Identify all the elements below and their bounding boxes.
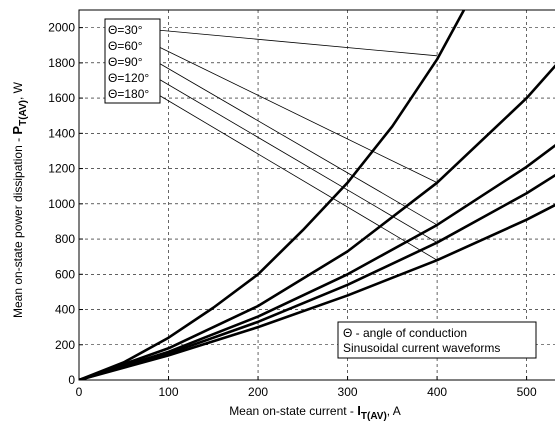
leader-line-3	[156, 77, 438, 243]
series-line-4	[79, 203, 555, 380]
series-line-0	[79, 10, 466, 380]
plot-frame	[78, 9, 555, 381]
leader-line-4	[156, 93, 438, 261]
y-tick-label: 1600	[48, 91, 75, 105]
annotation-line-0: Θ - angle of conduction	[343, 326, 467, 340]
y-tick-label: 200	[55, 338, 75, 352]
leader-line-0	[156, 29, 438, 57]
grid	[79, 10, 555, 380]
legend-entry-2: Θ=90°	[108, 55, 143, 69]
x-axis-label: Mean on-state current - IT(AV), A	[229, 403, 401, 422]
y-tick-label: 800	[55, 232, 75, 246]
series-line-1	[79, 64, 555, 380]
x-tick-label: 300	[338, 385, 358, 399]
y-tick-label: 400	[55, 303, 75, 317]
legend-frame	[104, 18, 161, 104]
x-tick-label: 0	[76, 385, 83, 399]
y-axis-label: Mean on-state power dissipation - PT(AV)…	[10, 81, 29, 318]
legend-entry-4: Θ=180°	[108, 87, 149, 101]
y-tick-label: 600	[55, 267, 75, 281]
x-tick-label: 200	[248, 385, 268, 399]
tick-labels: 0100200300400500600700800020040060080010…	[48, 21, 537, 399]
x-tick-label: 400	[427, 385, 447, 399]
leader-line-1	[156, 45, 438, 184]
y-tick-label: 2000	[48, 21, 75, 35]
y-tick-label: 1400	[48, 126, 75, 140]
y-tick-label: 1800	[48, 56, 75, 70]
x-tick-label: 500	[517, 385, 537, 399]
y-tick-label: 0	[68, 373, 75, 387]
x-tick-label: 100	[159, 385, 179, 399]
leader-line-2	[156, 61, 438, 226]
legend-leader-lines	[156, 29, 438, 261]
legend-entry-1: Θ=60°	[108, 39, 143, 53]
annotation-frame	[337, 321, 537, 359]
y-tick-label: 1000	[48, 197, 75, 211]
legend: Θ=30° Θ=60° Θ=90° Θ=120° Θ=180°	[104, 18, 161, 104]
legend-entry-0: Θ=30°	[108, 23, 143, 37]
y-tick-label: 1200	[48, 162, 75, 176]
legend-entry-3: Θ=120°	[108, 71, 149, 85]
annotation-line-1: Sinusoidal current waveforms	[343, 341, 500, 355]
